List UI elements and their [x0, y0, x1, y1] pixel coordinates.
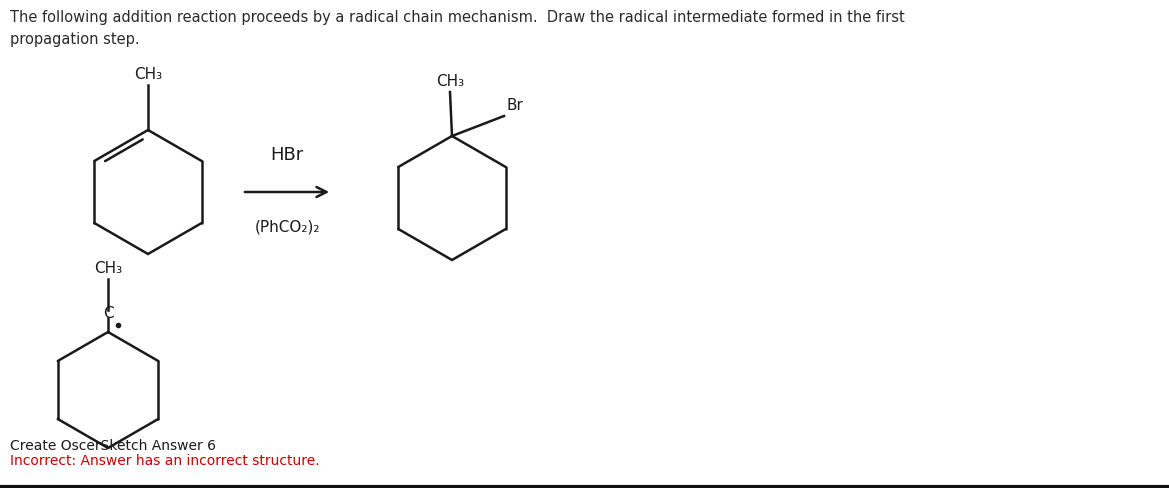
Text: C: C	[103, 306, 113, 322]
Text: CH₃: CH₃	[94, 261, 122, 276]
Text: Create OscerSketch Answer 6: Create OscerSketch Answer 6	[11, 439, 216, 453]
Text: CH₃: CH₃	[436, 74, 464, 89]
Text: HBr: HBr	[270, 146, 304, 164]
Text: Br: Br	[507, 98, 524, 113]
Text: (PhCO₂)₂: (PhCO₂)₂	[254, 220, 320, 235]
Text: CH₃: CH₃	[134, 67, 162, 82]
Text: Incorrect: Answer has an incorrect structure.: Incorrect: Answer has an incorrect struc…	[11, 454, 319, 468]
Text: The following addition reaction proceeds by a radical chain mechanism.  Draw the: The following addition reaction proceeds…	[11, 10, 905, 47]
